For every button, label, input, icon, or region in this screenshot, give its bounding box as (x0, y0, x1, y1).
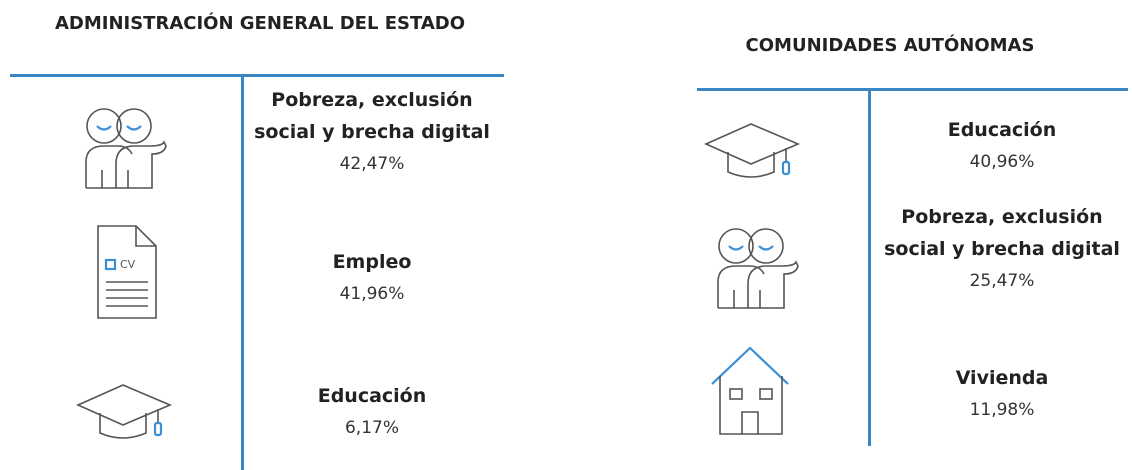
item: Educación 6,17% (252, 380, 492, 444)
item: Empleo 41,96% (252, 246, 492, 310)
item-label: Empleo (332, 251, 412, 273)
cv-icon (96, 224, 158, 320)
panel-title: COMUNIDADES AUTÓNOMAS (745, 35, 1035, 56)
item-label: Educación (317, 385, 427, 407)
divider (241, 76, 244, 470)
people-icon (84, 107, 168, 190)
item-value: 11,98% (969, 400, 1035, 420)
item: Pobreza, exclusión social y brecha digit… (252, 84, 492, 180)
item: Educación 40,96% (882, 114, 1122, 178)
item: Pobreza, exclusión social y brecha digit… (882, 201, 1122, 297)
panel-title: ADMINISTRACIÓN GENERAL DEL ESTADO (54, 13, 466, 34)
cap-icon (76, 383, 172, 440)
item-label: Pobreza, exclusión social y brecha digit… (254, 89, 490, 143)
item-value: 42,47% (339, 154, 405, 174)
item-label: Pobreza, exclusión social y brecha digit… (884, 206, 1120, 260)
divider (868, 90, 871, 446)
divider (10, 74, 504, 77)
item-value: 41,96% (339, 284, 405, 304)
item-value: 25,47% (969, 271, 1035, 291)
house-icon (710, 346, 790, 436)
item-value: 40,96% (969, 152, 1035, 172)
item-label: Educación (947, 119, 1057, 141)
divider (697, 88, 1128, 91)
item-label: Vivienda (955, 367, 1049, 389)
people-icon (716, 227, 800, 310)
item-value: 6,17% (344, 418, 399, 438)
cap-icon (704, 122, 800, 179)
item: Vivienda 11,98% (882, 362, 1122, 426)
